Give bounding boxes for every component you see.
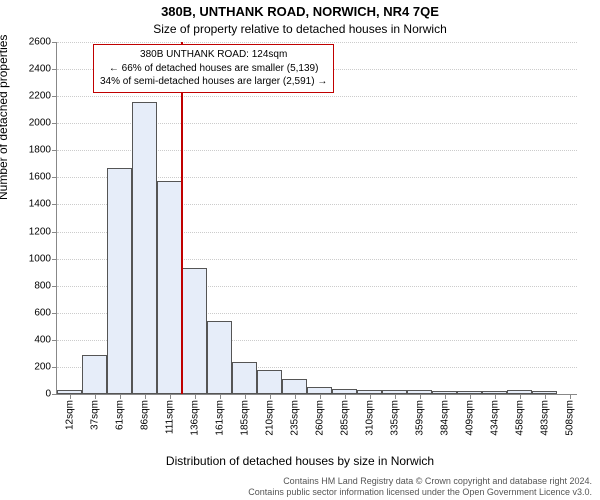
x-tick-label: 260sqm [314, 400, 325, 436]
gridline-h [57, 42, 577, 43]
chart-title-main: 380B, UNTHANK ROAD, NORWICH, NR4 7QE [0, 4, 600, 19]
y-tick-label: 200 [34, 361, 57, 372]
x-tick-mark [245, 394, 246, 399]
y-axis-label: Number of detached properties [0, 35, 10, 200]
x-tick-label: 86sqm [139, 400, 150, 430]
y-tick-label: 1400 [29, 199, 57, 210]
x-axis-label: Distribution of detached houses by size … [0, 454, 600, 468]
x-tick-label: 409sqm [464, 400, 475, 436]
footer-line-2: Contains public sector information licen… [248, 487, 592, 498]
x-tick-label: 111sqm [164, 400, 175, 434]
y-tick-label: 400 [34, 334, 57, 345]
x-tick-label: 434sqm [489, 400, 500, 436]
x-tick-label: 161sqm [214, 400, 225, 436]
x-tick-label: 508sqm [564, 400, 575, 436]
x-tick-mark [145, 394, 146, 399]
x-tick-mark [570, 394, 571, 399]
x-tick-mark [545, 394, 546, 399]
y-tick-label: 1200 [29, 226, 57, 237]
footer-note: Contains HM Land Registry data © Crown c… [248, 476, 592, 498]
x-tick-mark [170, 394, 171, 399]
x-tick-mark [295, 394, 296, 399]
y-tick-label: 2600 [29, 37, 57, 48]
x-tick-label: 359sqm [414, 400, 425, 436]
y-tick-label: 2200 [29, 91, 57, 102]
x-tick-mark [395, 394, 396, 399]
histogram-bar [257, 370, 282, 394]
x-tick-mark [420, 394, 421, 399]
x-tick-label: 483sqm [539, 400, 550, 436]
x-tick-mark [320, 394, 321, 399]
y-tick-label: 2400 [29, 64, 57, 75]
y-tick-label: 1800 [29, 145, 57, 156]
histogram-bar [157, 181, 182, 394]
histogram-bar [282, 379, 307, 394]
x-tick-label: 235sqm [289, 400, 300, 436]
x-tick-mark [345, 394, 346, 399]
histogram-bar [82, 355, 107, 394]
x-tick-label: 61sqm [114, 400, 125, 430]
histogram-bar [232, 362, 257, 394]
chart-container: 380B, UNTHANK ROAD, NORWICH, NR4 7QE Siz… [0, 0, 600, 500]
y-tick-label: 2000 [29, 118, 57, 129]
y-tick-label: 0 [45, 389, 57, 400]
x-tick-mark [495, 394, 496, 399]
x-tick-mark [95, 394, 96, 399]
x-tick-mark [120, 394, 121, 399]
annotation-line-3: 34% of semi-detached houses are larger (… [100, 75, 327, 89]
x-tick-label: 335sqm [389, 400, 400, 436]
x-tick-label: 185sqm [239, 400, 250, 436]
footer-line-1: Contains HM Land Registry data © Crown c… [248, 476, 592, 487]
y-tick-label: 1000 [29, 253, 57, 264]
x-tick-mark [520, 394, 521, 399]
reference-line [181, 42, 183, 394]
x-tick-mark [195, 394, 196, 399]
y-tick-label: 800 [34, 280, 57, 291]
y-tick-label: 1600 [29, 172, 57, 183]
x-tick-mark [70, 394, 71, 399]
x-tick-label: 285sqm [339, 400, 350, 436]
annotation-box: 380B UNTHANK ROAD: 124sqm ← 66% of detac… [93, 44, 334, 93]
annotation-line-2: ← 66% of detached houses are smaller (5,… [100, 62, 327, 76]
x-tick-label: 458sqm [514, 400, 525, 436]
gridline-h [57, 96, 577, 97]
histogram-bar [207, 321, 232, 394]
x-tick-label: 210sqm [264, 400, 275, 436]
histogram-bar [107, 168, 132, 394]
x-tick-mark [470, 394, 471, 399]
histogram-bar [182, 268, 207, 394]
histogram-bar [132, 102, 157, 394]
x-tick-mark [270, 394, 271, 399]
x-tick-label: 37sqm [89, 400, 100, 430]
x-tick-mark [445, 394, 446, 399]
x-tick-mark [220, 394, 221, 399]
annotation-line-1: 380B UNTHANK ROAD: 124sqm [100, 48, 327, 62]
x-tick-label: 310sqm [364, 400, 375, 436]
x-tick-label: 384sqm [439, 400, 450, 436]
plot-area: 0200400600800100012001400160018002000220… [56, 42, 577, 395]
histogram-bar [307, 387, 332, 394]
x-tick-label: 12sqm [64, 400, 75, 430]
chart-title-sub: Size of property relative to detached ho… [0, 22, 600, 36]
y-tick-label: 600 [34, 307, 57, 318]
x-tick-mark [370, 394, 371, 399]
x-tick-label: 136sqm [189, 400, 200, 436]
